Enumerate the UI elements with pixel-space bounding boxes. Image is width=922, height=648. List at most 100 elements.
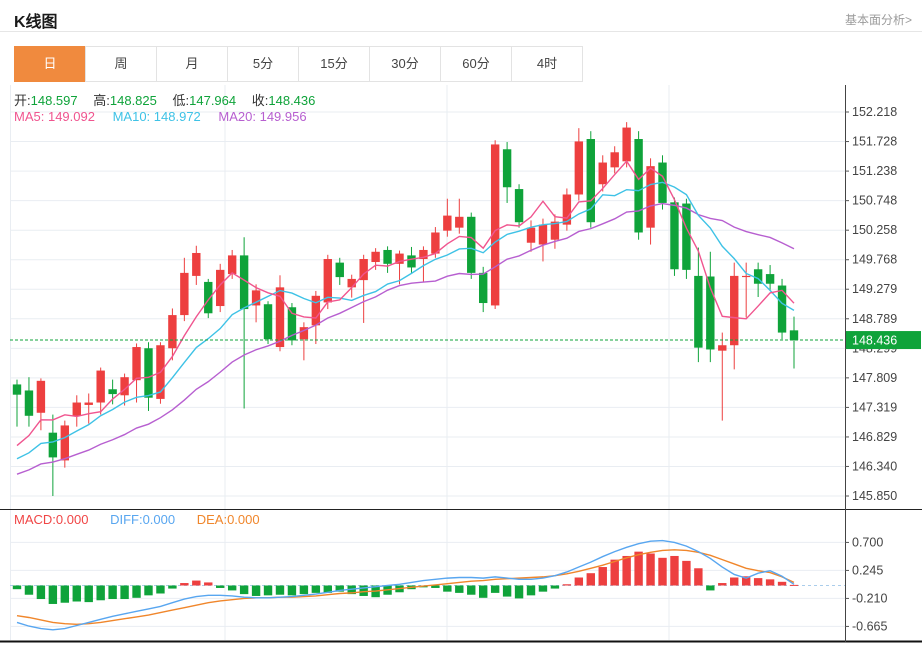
candle[interactable] — [514, 189, 524, 223]
macd-bar — [108, 585, 117, 600]
candle[interactable] — [789, 330, 799, 341]
candle[interactable] — [144, 348, 153, 398]
candle[interactable] — [753, 269, 763, 284]
candle[interactable] — [479, 272, 488, 304]
tab-day[interactable]: 日 — [14, 46, 86, 82]
ma10-value: MA10: 148.972 — [112, 109, 201, 124]
tab-5min[interactable]: 5分 — [227, 46, 299, 82]
fundamental-analysis-link[interactable]: 基本面分析> — [844, 13, 912, 27]
macd-bar — [359, 585, 368, 596]
dea-value: DEA:0.000 — [196, 512, 260, 527]
axis-tick-label: 0.700 — [852, 535, 883, 549]
candle[interactable] — [467, 216, 476, 273]
candle[interactable] — [299, 327, 309, 340]
macd-bar — [180, 583, 189, 586]
ma20-line — [16, 202, 795, 475]
axis-tick-label: 146.829 — [852, 430, 897, 444]
candle[interactable] — [251, 290, 261, 306]
candle[interactable] — [204, 281, 213, 314]
macd-bar — [227, 585, 237, 591]
macd-bar — [467, 585, 476, 595]
candle[interactable] — [168, 315, 177, 349]
macd-bar — [192, 580, 201, 586]
candle[interactable] — [455, 216, 464, 228]
tab-30min[interactable]: 30分 — [369, 46, 441, 82]
kline-chart[interactable]: 152.218 151.728 151.238 150.748 150.258 149.7… — [0, 85, 922, 645]
candle[interactable] — [192, 252, 201, 276]
candle[interactable] — [275, 287, 285, 348]
tab-15min[interactable]: 15分 — [298, 46, 370, 82]
macd-bar — [502, 585, 512, 597]
candle[interactable] — [72, 402, 81, 416]
candle[interactable] — [562, 194, 572, 225]
candle[interactable] — [180, 272, 189, 316]
candle[interactable] — [108, 389, 117, 395]
open-label: 开: — [14, 93, 31, 108]
candle[interactable] — [395, 253, 404, 264]
candle[interactable] — [670, 202, 679, 270]
candle[interactable] — [36, 380, 46, 413]
candle[interactable] — [227, 255, 237, 275]
candle[interactable] — [526, 227, 536, 243]
candle[interactable] — [383, 249, 392, 264]
candle[interactable] — [216, 269, 225, 307]
candle[interactable] — [132, 347, 141, 381]
candle[interactable] — [586, 139, 595, 223]
macd-bar — [765, 579, 775, 586]
candle[interactable] — [431, 232, 440, 254]
tab-week[interactable]: 周 — [85, 46, 157, 82]
candle[interactable] — [371, 251, 380, 263]
macd-bar — [622, 555, 631, 586]
candle[interactable] — [622, 127, 631, 162]
candle[interactable] — [48, 432, 58, 458]
candle[interactable] — [407, 255, 416, 268]
candle[interactable] — [574, 141, 584, 195]
candle[interactable] — [694, 275, 703, 348]
axis-tick-label: 151.728 — [852, 135, 897, 149]
macd-bar — [299, 585, 309, 595]
candle[interactable] — [347, 278, 356, 288]
candle[interactable] — [718, 345, 727, 351]
candle[interactable] — [419, 249, 428, 260]
candle[interactable] — [765, 274, 775, 284]
candle[interactable] — [550, 221, 560, 240]
kline-chart-area[interactable]: 152.218 151.728 151.238 150.748 150.258 149.7… — [0, 85, 922, 645]
candle[interactable] — [84, 402, 93, 405]
candle[interactable] — [60, 425, 70, 461]
candle[interactable] — [741, 275, 751, 278]
tab-60min[interactable]: 60分 — [440, 46, 512, 82]
macd-bar — [12, 585, 22, 590]
candle[interactable] — [682, 203, 691, 270]
tab-4hour[interactable]: 4时 — [511, 46, 583, 82]
candle[interactable] — [646, 166, 655, 228]
macd-bar — [443, 585, 452, 592]
candle[interactable] — [443, 215, 452, 231]
candle[interactable] — [706, 276, 715, 350]
candle[interactable] — [610, 152, 619, 168]
macd-bar — [586, 573, 595, 586]
candle[interactable] — [502, 149, 512, 188]
candle[interactable] — [120, 377, 129, 396]
candle[interactable] — [263, 304, 273, 340]
close-label: 收: — [251, 93, 269, 108]
candle[interactable] — [287, 307, 297, 341]
candle[interactable] — [634, 139, 643, 233]
candle[interactable] — [96, 370, 105, 403]
candle[interactable] — [335, 262, 344, 278]
tab-month[interactable]: 月 — [156, 46, 228, 82]
candle[interactable] — [24, 390, 34, 416]
candle[interactable] — [598, 162, 607, 185]
ma5-value: MA5: 149.092 — [14, 109, 95, 124]
candle[interactable] — [490, 144, 500, 306]
candle[interactable] — [311, 295, 321, 326]
candle[interactable] — [730, 275, 739, 346]
macd-bar — [48, 585, 58, 604]
axis-tick-label: 147.319 — [852, 400, 897, 414]
candle[interactable] — [538, 224, 548, 245]
candle[interactable] — [777, 285, 787, 333]
candle[interactable] — [12, 384, 22, 395]
macd-bar — [24, 585, 34, 595]
candle[interactable] — [359, 259, 368, 281]
candle[interactable] — [239, 255, 249, 310]
candle[interactable] — [323, 259, 332, 303]
